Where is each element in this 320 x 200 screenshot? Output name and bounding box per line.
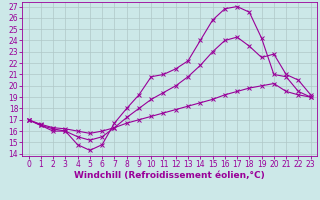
X-axis label: Windchill (Refroidissement éolien,°C): Windchill (Refroidissement éolien,°C) [74,171,265,180]
